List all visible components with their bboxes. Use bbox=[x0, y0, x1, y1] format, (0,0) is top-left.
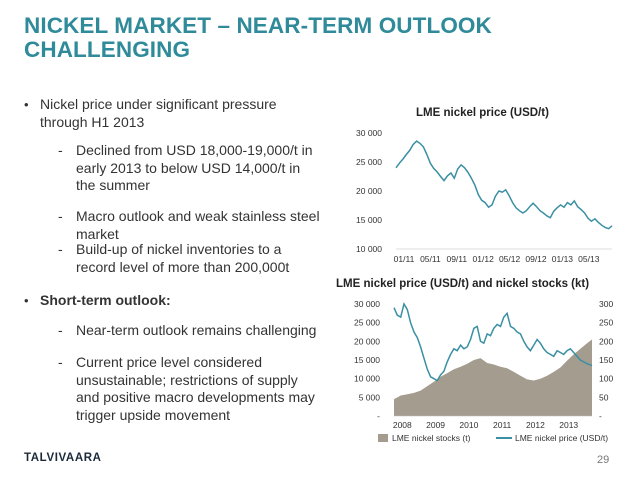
talvivaara-logo: TALVIVAARA bbox=[24, 452, 102, 464]
bullet-line: Near-term outlook remains challenging bbox=[76, 322, 317, 338]
slide-title-line2: CHALLENGING bbox=[24, 37, 191, 62]
chart2-x-tick: 2009 bbox=[426, 420, 445, 430]
chart1-x-tick: 01/11 bbox=[394, 254, 415, 264]
chart1-x-tick: 05/11 bbox=[420, 254, 441, 264]
bullet-dash-icon: - bbox=[58, 241, 63, 257]
chart1-price-line bbox=[395, 140, 613, 230]
chart2-y-right-tick: 200 bbox=[599, 336, 613, 346]
bullet-text: Short-term outlook: bbox=[40, 292, 340, 310]
chart2-y-right-tick: 100 bbox=[599, 374, 613, 384]
chart2-y-right-tick: 50 bbox=[599, 392, 609, 402]
bullet-line: market bbox=[76, 225, 119, 242]
chart2-y-left-tick: 15 000 bbox=[354, 355, 380, 365]
legend-stocks-label: LME nickel stocks (t) bbox=[392, 433, 471, 443]
bullet-text: Declined from USD 18,000-19,000/t in earl… bbox=[76, 142, 338, 195]
bullet-dash-icon: - bbox=[58, 142, 63, 158]
bullet-line: and positive macro developments may bbox=[76, 389, 315, 405]
chart1-x-tick: 09/12 bbox=[525, 254, 547, 264]
chart2-y-left-tick: 20 000 bbox=[354, 336, 380, 346]
chart1-title: LME nickel price (USD/t) bbox=[416, 107, 549, 119]
chart2-x-tick: 2010 bbox=[459, 420, 478, 430]
bullet-line: trigger upside movement bbox=[76, 406, 231, 423]
chart1-y-tick: 25 000 bbox=[356, 157, 382, 167]
bullet-text: Macro outlook and weak stainless steel ma… bbox=[76, 208, 338, 243]
bullet-line: Current price level considered bbox=[76, 354, 262, 370]
slide-title-line1: NICKEL MARKET – NEAR-TERM OUTLOOK bbox=[24, 13, 492, 38]
chart2-y-left-tick: 30 000 bbox=[354, 299, 380, 309]
bullet-dash-icon: - bbox=[58, 208, 63, 224]
chart1-y-tick: 20 000 bbox=[356, 186, 382, 196]
bullet-dash-icon: - bbox=[58, 322, 63, 338]
bullet-line: Nickel price under significant pressure bbox=[40, 96, 277, 112]
chart1-x-tick: 01/12 bbox=[473, 254, 495, 264]
chart1-x-tick: 05/13 bbox=[578, 254, 600, 264]
chart1-y-tick: 10 000 bbox=[356, 244, 382, 254]
bullet-line: Macro outlook and weak stainless steel bbox=[76, 208, 320, 224]
chart2-y-left-tick: 10 000 bbox=[354, 374, 380, 384]
bullet-text: Current price level considered unsustaina… bbox=[76, 354, 338, 424]
bullet-line: through H1 2013 bbox=[40, 113, 145, 130]
chart2-y-left-tick: 5 000 bbox=[359, 392, 381, 402]
bullet-line: unsustainable; restrictions of supply bbox=[76, 371, 298, 388]
slide-title: NICKEL MARKET – NEAR-TERM OUTLOOK CHALLE… bbox=[24, 14, 624, 62]
bullet-line: Short-term outlook: bbox=[40, 292, 171, 308]
bullet-text: Build-up of nickel inventories to a recor… bbox=[76, 241, 338, 276]
bullet-line: early 2013 to below USD 14,000/t in bbox=[76, 159, 301, 176]
bullet-dash-icon: - bbox=[58, 354, 63, 370]
chart2-y-left-tick: 25 000 bbox=[354, 318, 380, 328]
chart2-y-right-tick: 300 bbox=[599, 299, 613, 309]
bullet-dot-icon: • bbox=[24, 97, 29, 112]
bullet-line: Declined from USD 18,000-19,000/t in bbox=[76, 142, 313, 158]
bullet-line: the summer bbox=[76, 177, 150, 193]
chart2-x-tick: 2008 bbox=[393, 420, 412, 430]
chart2-stocks-area bbox=[394, 339, 592, 416]
chart2-x-tick: 2013 bbox=[559, 420, 578, 430]
legend-stocks-swatch bbox=[378, 434, 388, 442]
chart2-y-left-tick: - bbox=[377, 411, 380, 421]
chart1-x-tick: 09/11 bbox=[446, 254, 467, 264]
chart1-y-tick: 15 000 bbox=[356, 215, 382, 225]
page-number: 29 bbox=[597, 454, 610, 466]
chart2-x-tick: 2012 bbox=[526, 420, 545, 430]
chart1-x-tick: 01/13 bbox=[552, 254, 574, 264]
bullet-dot-icon: • bbox=[24, 293, 29, 308]
bullet-line: Build-up of nickel inventories to a bbox=[76, 241, 282, 257]
bullet-line: record level of more than 200,000t bbox=[76, 258, 290, 275]
chart2-y-right-tick: - bbox=[599, 411, 602, 421]
chart2-y-right-tick: 250 bbox=[599, 318, 613, 328]
chart2-y-right-tick: 150 bbox=[599, 355, 613, 365]
bullet-text: Near-term outlook remains challenging bbox=[76, 322, 338, 340]
chart2-x-tick: 2011 bbox=[493, 420, 512, 430]
chart2-title: LME nickel price (USD/t) and nickel stoc… bbox=[336, 278, 590, 290]
chart1-x-tick: 05/12 bbox=[499, 254, 521, 264]
legend-price-label: LME nickel price (USD/t) bbox=[515, 433, 608, 443]
chart2-price-line bbox=[393, 302, 593, 382]
chart1-y-tick: 30 000 bbox=[356, 128, 382, 138]
bullet-text: Nickel price under significant pressure t… bbox=[40, 96, 340, 131]
